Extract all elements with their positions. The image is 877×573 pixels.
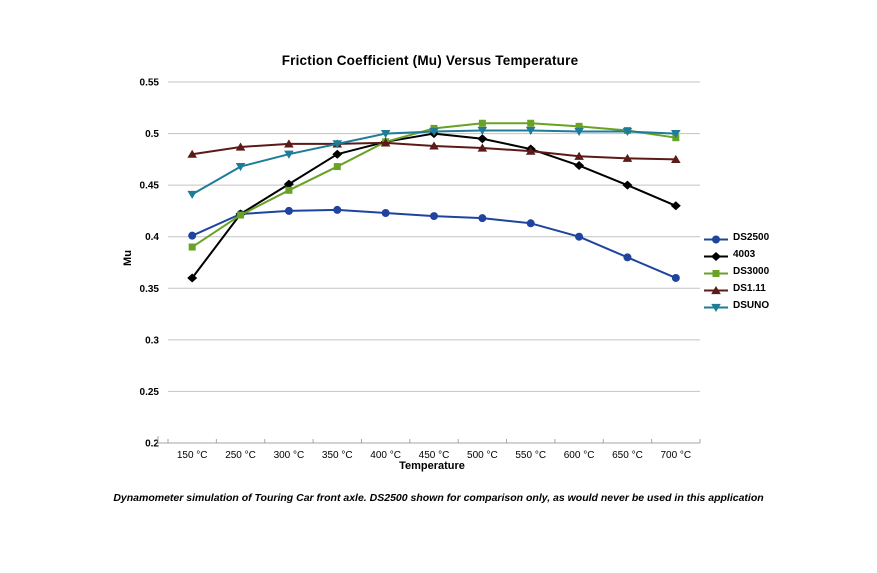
svg-text:350 °C: 350 °C [322,450,353,461]
legend-label: DS1.11 [733,283,766,294]
legend-item-ds1-11: DS1.11 [704,282,769,295]
legend-label: DS3000 [733,266,770,277]
svg-text:0.4: 0.4 [145,232,159,243]
legend-item-4003: 4003 [704,248,769,261]
legend-item-ds2500: DS2500 [704,231,769,244]
svg-text:0.55: 0.55 [140,78,160,89]
svg-text:0.45: 0.45 [140,181,160,192]
chart-legend: DS2500 4003 DS3000 DS1.11 DSUNO [704,231,769,312]
y-axis-title: Mu [122,250,134,266]
svg-text:300 °C: 300 °C [274,450,305,461]
svg-text:0.3: 0.3 [145,335,159,346]
legend-diamond-marker-icon [704,249,728,261]
legend-label: 4003 [733,249,756,260]
legend-item-dsuno: DSUNO [704,299,769,312]
legend-item-ds3000: DS3000 [704,265,769,278]
svg-text:150 °C: 150 °C [177,450,208,461]
svg-text:550 °C: 550 °C [515,450,546,461]
svg-text:250 °C: 250 °C [225,450,256,461]
svg-text:600 °C: 600 °C [564,450,595,461]
svg-text:700 °C: 700 °C [660,450,691,461]
chart-title: Friction Coefficient (Mu) Versus Tempera… [281,53,579,68]
svg-text:0.2: 0.2 [145,439,159,450]
x-axis-title: Temperature [399,460,465,472]
legend-triangle-down-marker-icon [704,300,728,312]
legend-label: DS2500 [733,232,770,243]
legend-label: DSUNO [733,300,770,311]
legend-circle-marker-icon [704,232,728,244]
svg-text:0.25: 0.25 [140,387,160,398]
svg-text:400 °C: 400 °C [370,450,401,461]
chart-footnote: Dynamometer simulation of Touring Car fr… [113,492,764,504]
svg-text:0.5: 0.5 [145,129,159,140]
svg-text:450 °C: 450 °C [419,450,450,461]
legend-square-marker-icon [704,266,728,277]
svg-text:0.35: 0.35 [140,284,160,295]
svg-text:500 °C: 500 °C [467,450,498,461]
svg-text:650 °C: 650 °C [612,450,643,461]
legend-triangle-up-marker-icon [704,283,728,295]
